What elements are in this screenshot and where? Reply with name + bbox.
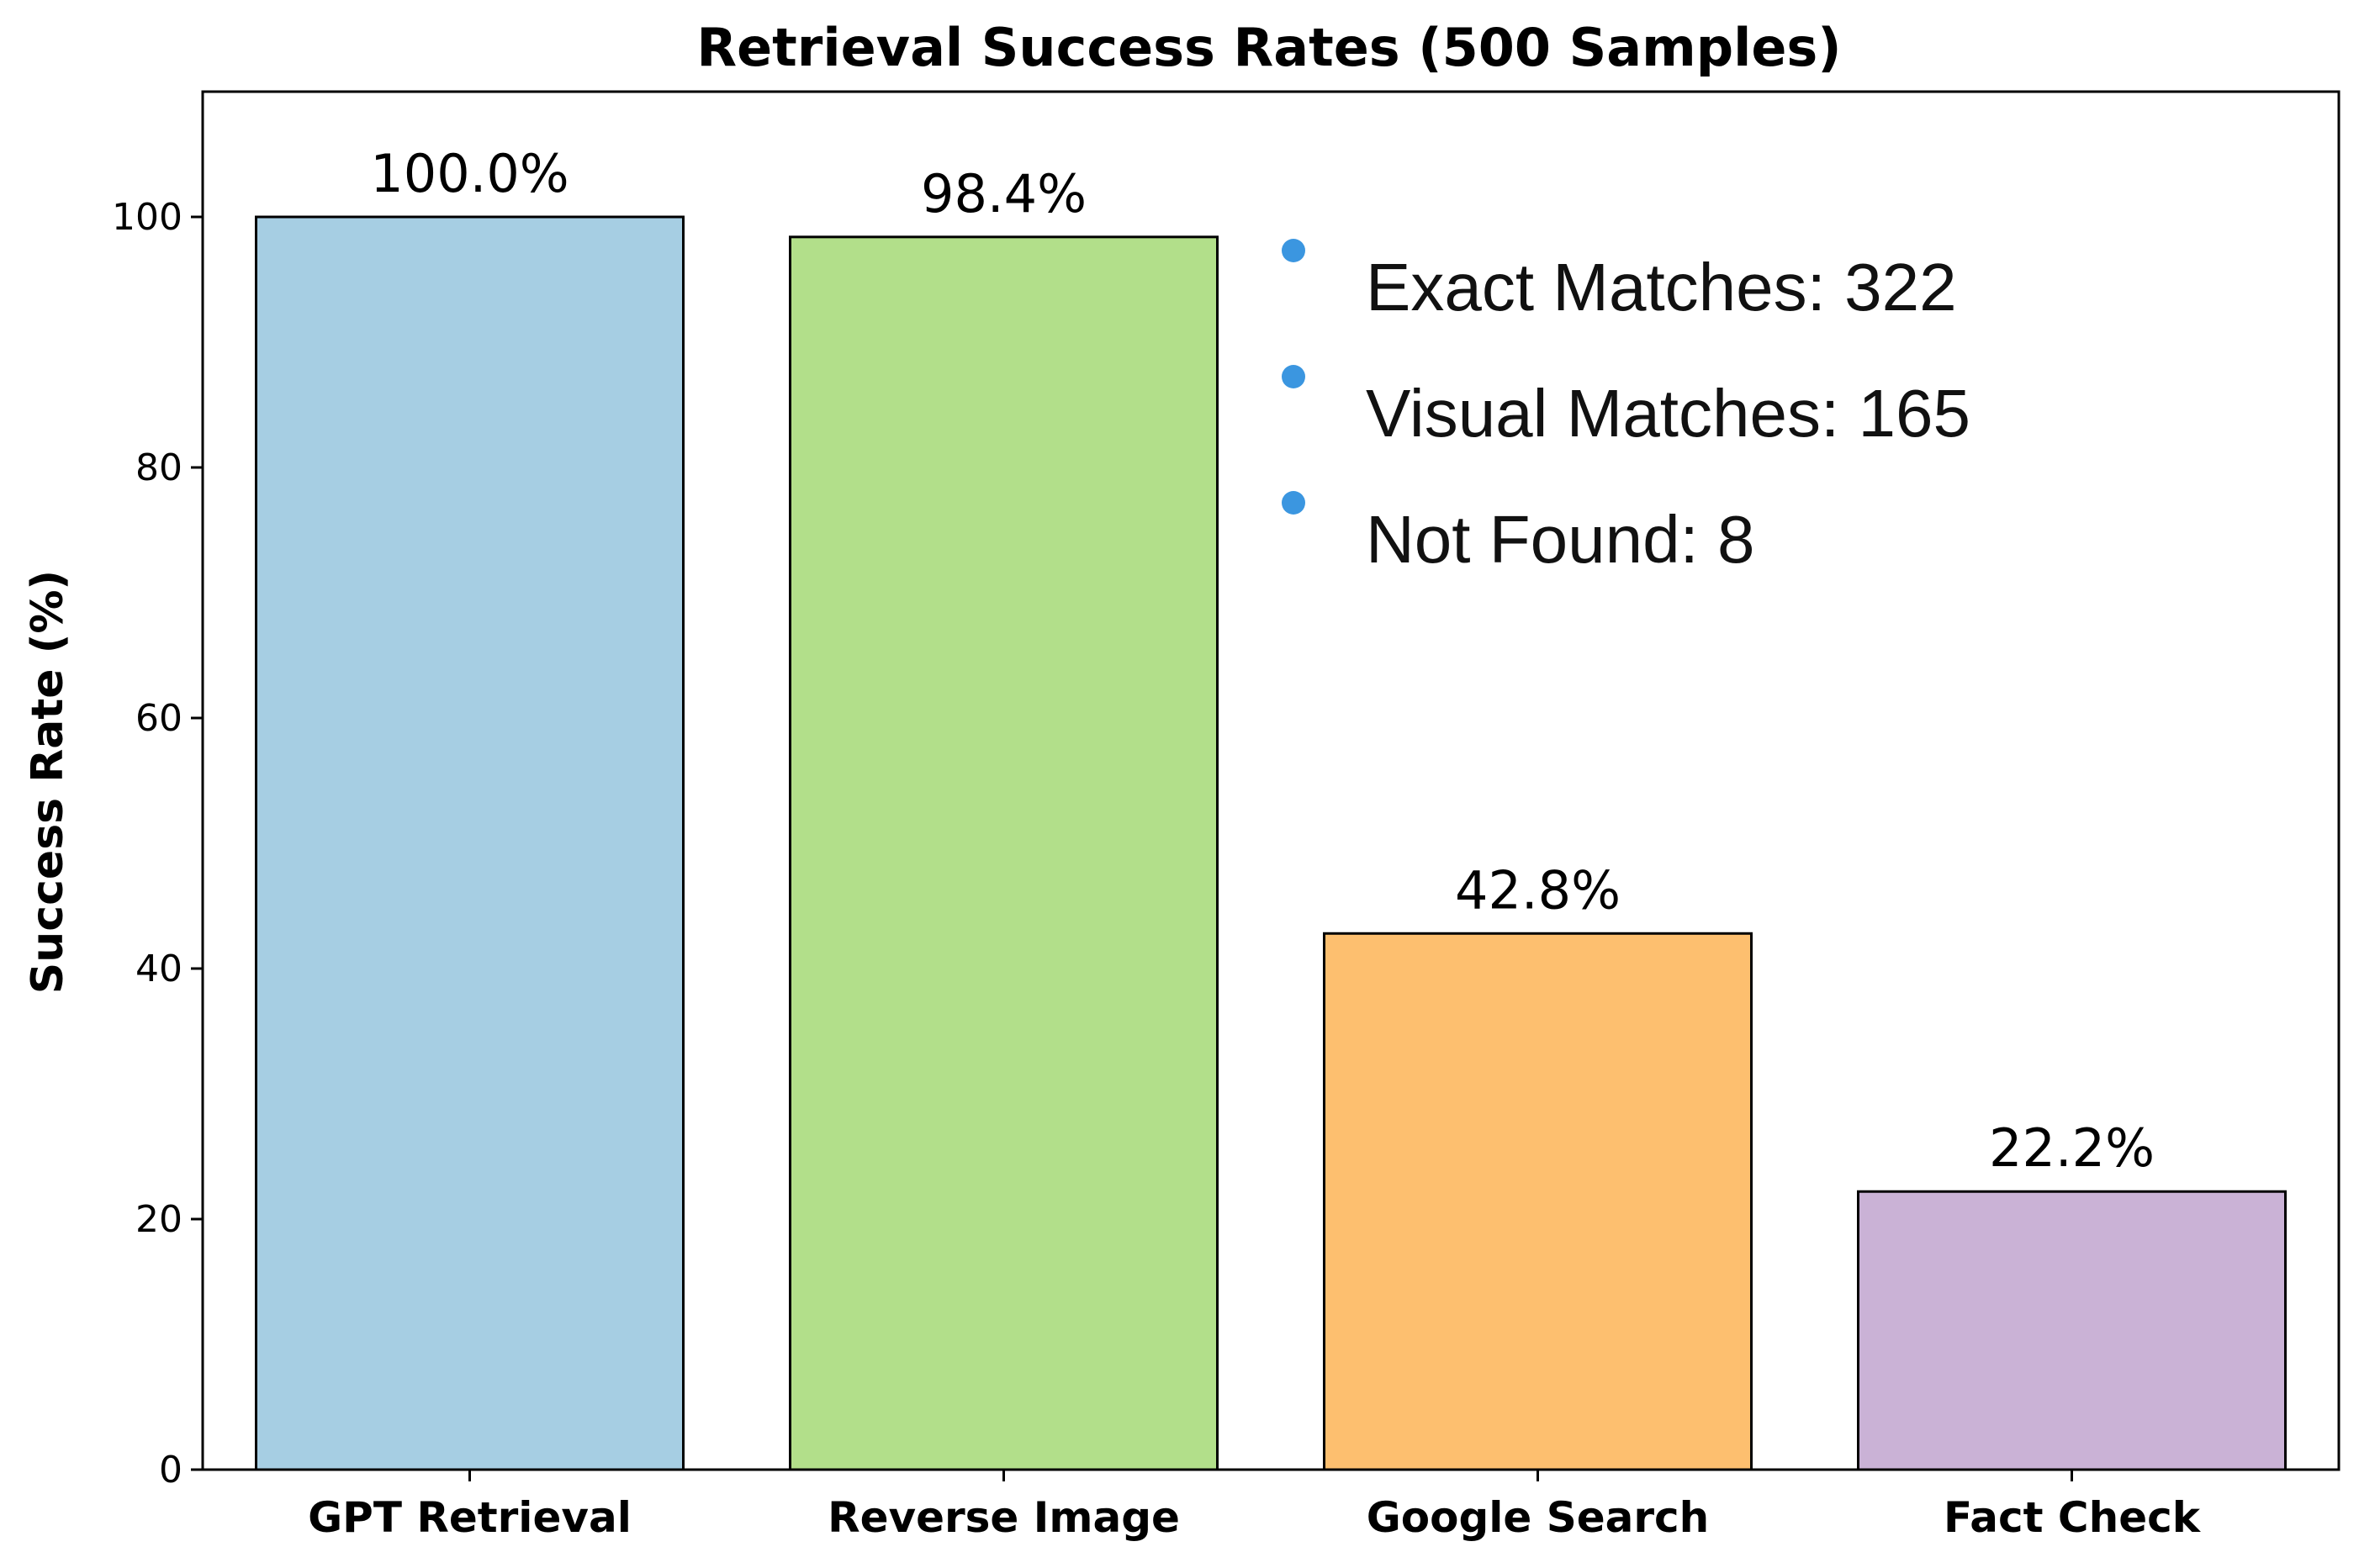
bar-fact-check — [1857, 1190, 2287, 1471]
chart-title: Retrieval Success Rates (500 Samples) — [696, 17, 1841, 78]
x-category-labels: GPT Retrieval Reverse Image Google Search F… — [308, 1470, 2202, 1542]
annotation-not-found: Not Found: 8 — [1366, 502, 1755, 577]
y-tick-label-80: 80 — [135, 446, 182, 489]
bars-layer — [255, 215, 2287, 1471]
bar-gpt-retrieval — [255, 215, 685, 1471]
y-axis-label: Success Rate (%) — [23, 570, 73, 994]
bar-value-labels: 100.0% 98.4% 42.8% 22.2% — [370, 143, 2155, 1179]
y-tick-label-60: 60 — [135, 697, 182, 740]
annotation-list: Exact Matches: 322 Visual Matches: 165 Not… — [1282, 239, 1970, 577]
x-tick-label-gpt-retrieval: GPT Retrieval — [308, 1493, 632, 1542]
plot-frame — [201, 90, 2340, 1471]
value-label-google-search: 42.8% — [1455, 859, 1621, 921]
y-ticks: 0 20 40 60 80 100 — [112, 196, 203, 1491]
x-tick-label-fact-check: Fact Check — [1944, 1493, 2202, 1542]
x-tick-label-google-search: Google Search — [1367, 1493, 1710, 1542]
y-tick-label-100: 100 — [112, 196, 182, 239]
x-tick-label-reverse-image: Reverse Image — [828, 1493, 1180, 1542]
value-label-fact-check: 22.2% — [1989, 1117, 2155, 1179]
annotation-exact-matches: Exact Matches: 322 — [1366, 250, 1957, 325]
annotation-visual-matches: Visual Matches: 165 — [1366, 376, 1970, 451]
bar-reverse-image — [789, 235, 1219, 1471]
annotation-bullet — [1282, 491, 1305, 515]
bar-google-search — [1323, 932, 1753, 1471]
value-label-reverse-image: 98.4% — [921, 163, 1087, 224]
annotation-bullet — [1282, 365, 1305, 388]
y-tick-label-0: 0 — [159, 1449, 182, 1491]
value-label-gpt-retrieval: 100.0% — [370, 143, 569, 204]
annotation-bullet — [1282, 239, 1305, 262]
y-tick-label-20: 20 — [135, 1198, 182, 1241]
y-tick-label-40: 40 — [135, 948, 182, 990]
